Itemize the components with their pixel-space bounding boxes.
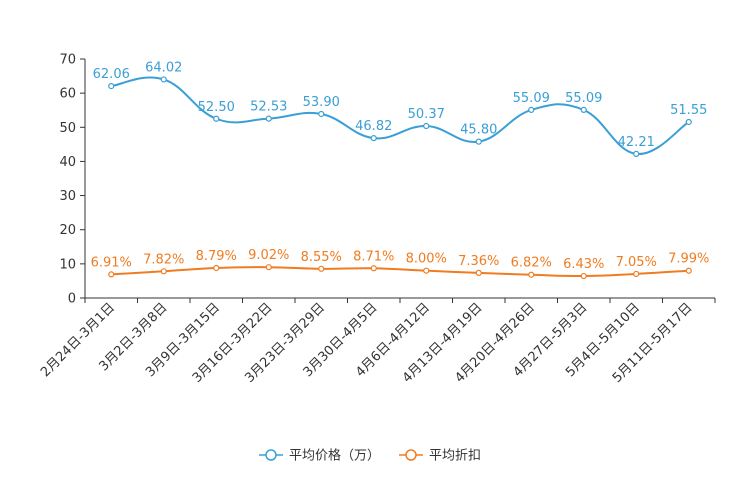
legend-item-1[interactable]: 平均价格（万）: [259, 448, 380, 464]
data-point: [213, 264, 220, 272]
legend-label: 平均折扣: [429, 449, 481, 464]
data-label: 52.50: [198, 100, 235, 115]
data-label: 52.53: [250, 100, 287, 115]
data-label: 45.80: [460, 123, 497, 138]
data-point: [475, 269, 482, 276]
data-point: [685, 118, 692, 126]
data-label: 51.55: [670, 103, 707, 118]
legend-marker-icon: [265, 449, 277, 461]
data-point: [318, 110, 325, 118]
data-point: [265, 115, 272, 122]
data-point: [265, 264, 272, 271]
data-point: [160, 76, 167, 83]
data-point: [318, 265, 325, 272]
data-point: [475, 138, 482, 145]
y-tick-label: 30: [59, 189, 76, 204]
data-label: 8.00%: [406, 252, 447, 267]
chart-plot-area: 62.06 64.02 52.50 52.53 53.90 46.82 50.37 45.80…: [91, 60, 709, 280]
data-point: [633, 270, 640, 278]
data-point: [370, 135, 377, 142]
data-label: 55.09: [513, 91, 550, 106]
legend-marker-icon: [405, 449, 417, 461]
data-point: [160, 268, 167, 275]
data-label: 64.02: [145, 60, 182, 75]
chart-axes: 0102030405060702月24日-3月1日3月2日-3月8日3月9日-3…: [38, 53, 716, 386]
data-label: 6.82%: [511, 256, 552, 271]
y-tick-label: 20: [59, 223, 76, 238]
data-label: 50.37: [408, 107, 445, 122]
data-label: 8.71%: [353, 249, 394, 264]
series-1: 62.06 64.02 52.50 52.53 53.90 46.82 50.37 45.80…: [93, 60, 707, 157]
series-line: [111, 76, 690, 155]
data-label: 7.99%: [668, 252, 709, 267]
chart-legend[interactable]: 平均价格（万） 平均折扣: [259, 448, 481, 464]
data-label: 62.06: [93, 67, 130, 82]
y-tick-label: 40: [59, 155, 76, 170]
data-point: [423, 267, 430, 274]
y-tick-label: 0: [68, 292, 76, 307]
series-2: 6.91% 7.82% 8.79% 9.02% 8.55% 8.71% 8.00% 7.36%…: [91, 248, 709, 280]
data-label: 7.36%: [458, 254, 499, 269]
data-point: [528, 106, 535, 114]
data-label: 6.43%: [563, 257, 604, 272]
data-point: [580, 272, 587, 280]
data-point: [108, 83, 115, 90]
data-point: [580, 106, 587, 114]
y-tick-label: 70: [59, 53, 76, 68]
legend-item-2[interactable]: 平均折扣: [399, 449, 481, 464]
series-line: [111, 266, 689, 278]
data-label: 9.02%: [248, 248, 289, 263]
data-label: 8.79%: [196, 249, 237, 264]
data-label: 7.05%: [616, 255, 657, 270]
y-tick-label: 10: [59, 257, 76, 272]
data-point: [633, 150, 640, 157]
data-label: 6.91%: [91, 255, 132, 270]
y-tick-label: 60: [59, 87, 76, 102]
data-point: [423, 122, 430, 130]
data-label: 42.21: [618, 135, 655, 150]
legend-label: 平均价格（万）: [289, 448, 380, 464]
data-point: [528, 271, 535, 278]
data-label: 55.09: [565, 91, 602, 106]
data-point: [685, 267, 692, 274]
data-label: 7.82%: [143, 252, 184, 267]
y-tick-label: 50: [59, 121, 76, 136]
data-label: 46.82: [355, 119, 392, 134]
data-point: [108, 271, 115, 278]
data-point: [370, 265, 377, 272]
data-label: 53.90: [303, 95, 340, 110]
data-point: [213, 115, 220, 122]
data-label: 8.55%: [301, 250, 342, 265]
